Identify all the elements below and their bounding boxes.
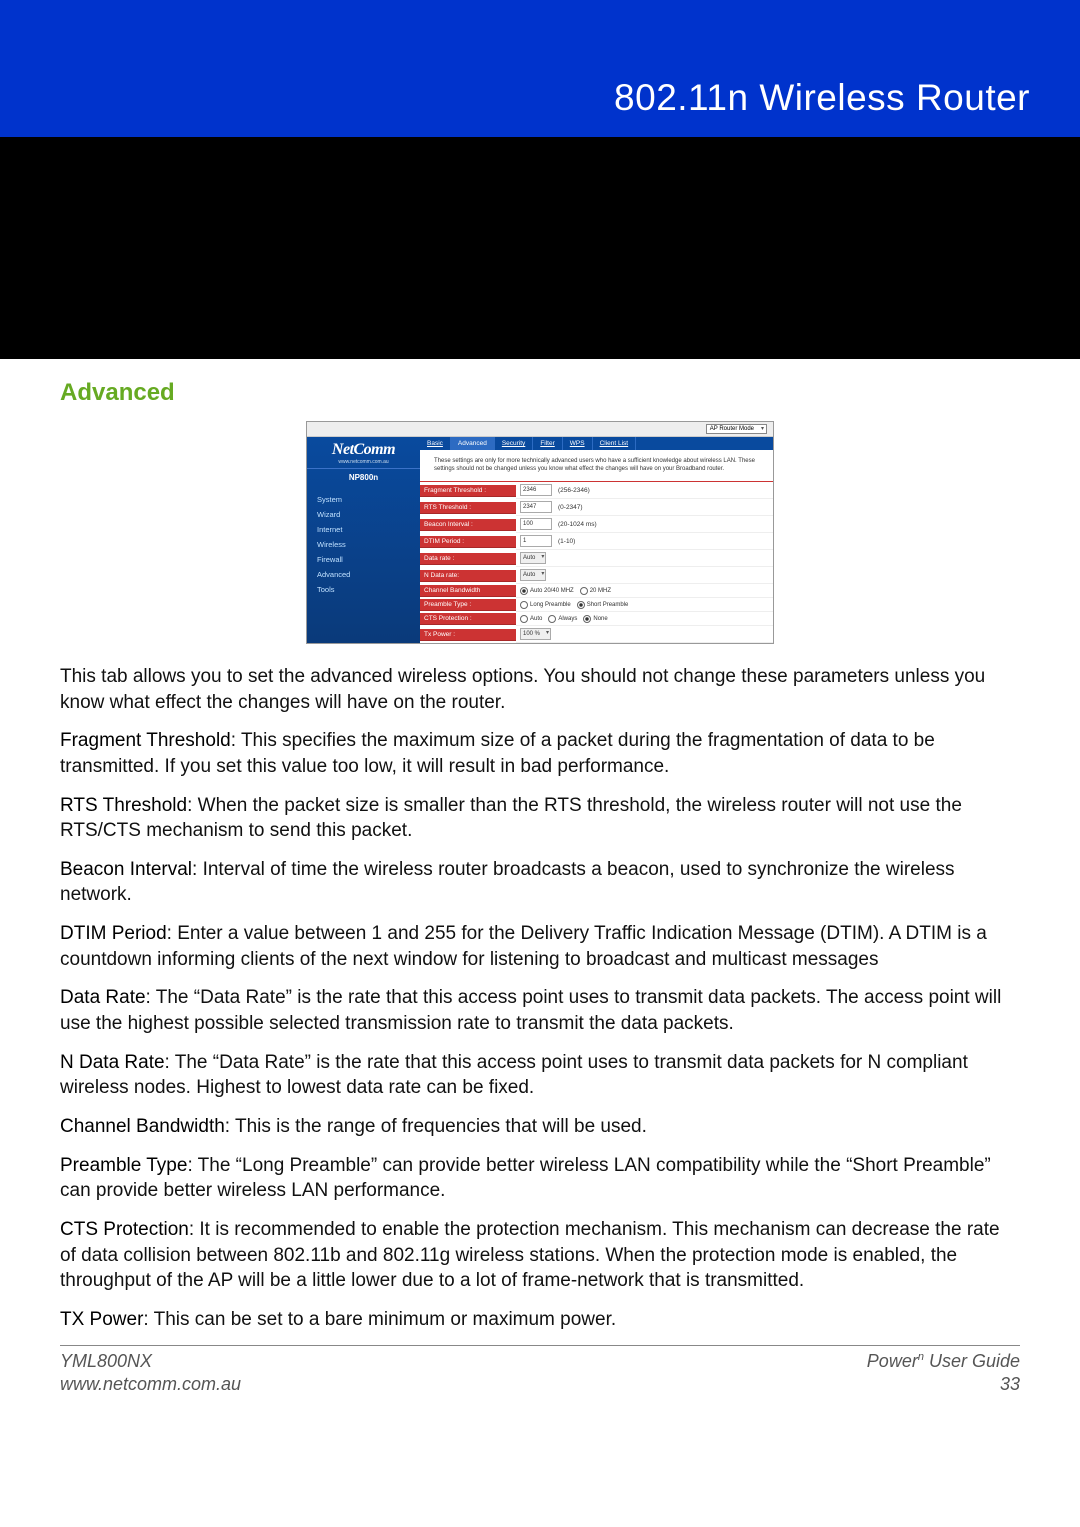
text-beacon: : Interval of time the wireless router b… bbox=[60, 859, 955, 906]
footer-guide-prefix: Power bbox=[867, 1351, 918, 1371]
row-rts-label: RTS Threshold : bbox=[420, 502, 516, 514]
row-beacon-label: Beacon Interval : bbox=[420, 519, 516, 531]
footer-guide: Powern User Guide bbox=[867, 1350, 1020, 1373]
term-ndatarate: N Data Rate bbox=[60, 1052, 165, 1073]
router-screenshot: AP Router Mode NetComm www.netcomm.com.a… bbox=[306, 421, 774, 644]
nav-firewall[interactable]: Firewall bbox=[317, 552, 420, 567]
beacon-hint: (20-1024 ms) bbox=[558, 521, 597, 528]
para-dtim: DTIM Period: Enter a value between 1 and… bbox=[60, 921, 1020, 972]
fragment-hint: (256-2346) bbox=[558, 487, 590, 494]
dtim-input[interactable]: 1 bbox=[520, 535, 552, 547]
text-cts: : It is recommended to enable the protec… bbox=[60, 1219, 1000, 1291]
ss-rows: Fragment Threshold : 2346 (256-2346) RTS T… bbox=[420, 481, 773, 643]
term-txpower: TX Power bbox=[60, 1309, 143, 1330]
term-preamble: Preamble Type bbox=[60, 1155, 187, 1176]
tab-security[interactable]: Security bbox=[495, 437, 533, 450]
para-intro: This tab allows you to set the advanced … bbox=[60, 664, 1020, 715]
text-preamble: : The “Long Preamble” can provide better… bbox=[60, 1155, 991, 1202]
nav-advanced[interactable]: Advanced bbox=[317, 567, 420, 582]
tab-basic[interactable]: Basic bbox=[420, 437, 451, 450]
header-title: 802.11n Wireless Router bbox=[614, 77, 1030, 119]
txpower-select[interactable]: 100 % bbox=[520, 628, 551, 640]
text-txpower: : This can be set to a bare minimum or m… bbox=[143, 1309, 616, 1330]
tab-advanced[interactable]: Advanced bbox=[451, 437, 495, 450]
row-chanbw-label: Channel Bandwidth bbox=[420, 585, 516, 597]
text-dtim: : Enter a value between 1 and 255 for th… bbox=[60, 923, 987, 970]
row-datarate-label: Data rate : bbox=[420, 553, 516, 565]
footer: YML800NX www.netcomm.com.au Powern User … bbox=[0, 1346, 1080, 1413]
fragment-input[interactable]: 2346 bbox=[520, 484, 552, 496]
datarate-select[interactable]: Auto bbox=[520, 552, 546, 564]
para-rts: RTS Threshold: When the packet size is s… bbox=[60, 793, 1020, 844]
cts-always-radio[interactable]: Always bbox=[548, 615, 577, 623]
nav-internet[interactable]: Internet bbox=[317, 522, 420, 537]
row-dtim-label: DTIM Period : bbox=[420, 536, 516, 548]
row-fragment-label: Fragment Threshold : bbox=[420, 485, 516, 497]
logo-url: www.netcomm.com.au bbox=[307, 459, 420, 469]
section-heading: Advanced bbox=[60, 379, 1020, 407]
model-label: NP800n bbox=[307, 473, 420, 482]
dtim-hint: (1-10) bbox=[558, 538, 575, 545]
rts-hint: (0-2347) bbox=[558, 504, 583, 511]
footer-url: www.netcomm.com.au bbox=[60, 1373, 241, 1396]
ss-topbar: AP Router Mode bbox=[307, 422, 773, 437]
header-band: 802.11n Wireless Router bbox=[0, 0, 1080, 137]
cts-none-radio[interactable]: None bbox=[583, 615, 607, 623]
rts-input[interactable]: 2347 bbox=[520, 501, 552, 513]
ss-nav: System Wizard Internet Wireless Firewall… bbox=[307, 492, 420, 597]
term-chanbw: Channel Bandwidth bbox=[60, 1116, 225, 1137]
ss-main: Basic Advanced Security Filter WPS Clien… bbox=[420, 437, 773, 643]
preamble-long-radio[interactable]: Long Preamble bbox=[520, 601, 571, 609]
term-fragment: Fragment Threshold bbox=[60, 730, 231, 751]
text-ndatarate: : The “Data Rate” is the rate that this … bbox=[60, 1052, 968, 1099]
tab-filter[interactable]: Filter bbox=[533, 437, 562, 450]
text-datarate: : The “Data Rate” is the rate that this … bbox=[60, 987, 1001, 1034]
row-cts-label: CTS Protection : bbox=[420, 613, 516, 625]
footer-guide-suffix: User Guide bbox=[924, 1351, 1020, 1371]
term-rts: RTS Threshold bbox=[60, 795, 187, 816]
ndatarate-select[interactable]: Auto bbox=[520, 569, 546, 581]
chanbw-auto-radio[interactable]: Auto 20/40 MHZ bbox=[520, 587, 574, 595]
ss-sidebar: NetComm www.netcomm.com.au NP800n System… bbox=[307, 437, 420, 643]
content-area: Advanced AP Router Mode NetComm www.netc… bbox=[0, 359, 1080, 1332]
text-rts: : When the packet size is smaller than t… bbox=[60, 795, 962, 842]
nav-wireless[interactable]: Wireless bbox=[317, 537, 420, 552]
term-beacon: Beacon Interval bbox=[60, 859, 192, 880]
cts-auto-radio[interactable]: Auto bbox=[520, 615, 542, 623]
nav-tools[interactable]: Tools bbox=[317, 582, 420, 597]
nav-wizard[interactable]: Wizard bbox=[317, 507, 420, 522]
para-beacon: Beacon Interval: Interval of time the wi… bbox=[60, 857, 1020, 908]
term-dtim: DTIM Period bbox=[60, 923, 167, 944]
row-ndatarate-label: N Data rate: bbox=[420, 570, 516, 582]
para-cts: CTS Protection: It is recommended to ena… bbox=[60, 1217, 1020, 1294]
row-txpower-label: Tx Power : bbox=[420, 629, 516, 641]
term-cts: CTS Protection bbox=[60, 1219, 189, 1240]
beacon-input[interactable]: 100 bbox=[520, 518, 552, 530]
preamble-short-radio[interactable]: Short Preamble bbox=[577, 601, 629, 609]
para-ndatarate: N Data Rate: The “Data Rate” is the rate… bbox=[60, 1050, 1020, 1101]
tab-clientlist[interactable]: Client List bbox=[593, 437, 637, 450]
black-band bbox=[0, 137, 1080, 359]
tab-wps[interactable]: WPS bbox=[563, 437, 593, 450]
chanbw-20-radio[interactable]: 20 MHZ bbox=[580, 587, 611, 595]
nav-system[interactable]: System bbox=[317, 492, 420, 507]
logo: NetComm bbox=[307, 441, 420, 459]
mode-select[interactable]: AP Router Mode bbox=[706, 424, 767, 434]
footer-page: 33 bbox=[867, 1373, 1020, 1396]
ss-tabs: Basic Advanced Security Filter WPS Clien… bbox=[420, 437, 773, 450]
para-fragment: Fragment Threshold: This specifies the m… bbox=[60, 728, 1020, 779]
text-chanbw: : This is the range of frequencies that … bbox=[225, 1116, 647, 1137]
para-preamble: Preamble Type: The “Long Preamble” can p… bbox=[60, 1153, 1020, 1204]
ss-desc: These settings are only for more technic… bbox=[420, 450, 773, 481]
footer-model: YML800NX bbox=[60, 1350, 241, 1373]
term-datarate: Data Rate bbox=[60, 987, 146, 1008]
row-preamble-label: Preamble Type : bbox=[420, 599, 516, 611]
para-datarate: Data Rate: The “Data Rate” is the rate t… bbox=[60, 985, 1020, 1036]
para-txpower: TX Power: This can be set to a bare mini… bbox=[60, 1307, 1020, 1333]
para-chanbw: Channel Bandwidth: This is the range of … bbox=[60, 1114, 1020, 1140]
